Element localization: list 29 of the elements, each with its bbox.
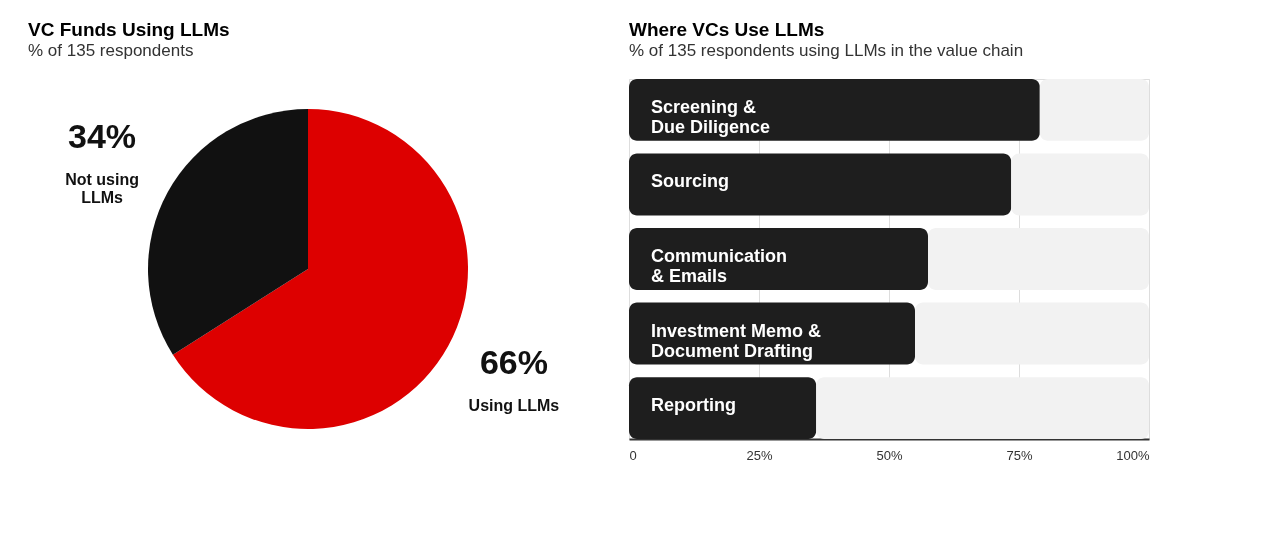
x-tick-label: 75%	[1006, 447, 1033, 463]
pie-slice	[148, 109, 308, 355]
category-label: Sourcing	[651, 171, 730, 192]
category-label: Investment Memo & Document Drafting	[651, 320, 822, 361]
data-label: 34%	[68, 116, 137, 155]
chart-subtitle: % of 135 respondents using LLMs in the value chain	[629, 41, 1024, 60]
category-label: Screening & Due Diligence	[651, 96, 771, 137]
chart-title: VC Funds Using LLMs	[28, 19, 230, 40]
chart-subtitle: % of 135 respondents	[28, 41, 194, 60]
bar	[629, 228, 928, 290]
x-tick-label: 0	[629, 447, 637, 463]
pie-slice	[172, 109, 468, 429]
x-tick-label: 25%	[746, 447, 773, 463]
bar	[816, 377, 1149, 439]
bar	[629, 79, 1040, 141]
x-tick-label: 100%	[1116, 447, 1150, 463]
bar	[629, 377, 817, 439]
data-label: 66%	[479, 343, 548, 382]
chart-title: Where VCs Use LLMs	[629, 19, 825, 40]
category-label: Communication & Emails	[651, 246, 788, 286]
bar	[915, 302, 1149, 365]
category-label: Reporting	[651, 395, 736, 416]
slice-label: Using LLMs	[468, 397, 560, 415]
bar	[928, 228, 1149, 290]
bar	[629, 153, 1012, 216]
x-tick-label: 50%	[876, 447, 903, 463]
bar	[1011, 153, 1149, 216]
bar	[1039, 79, 1149, 141]
slice-label: Not using LLMs	[65, 170, 139, 206]
